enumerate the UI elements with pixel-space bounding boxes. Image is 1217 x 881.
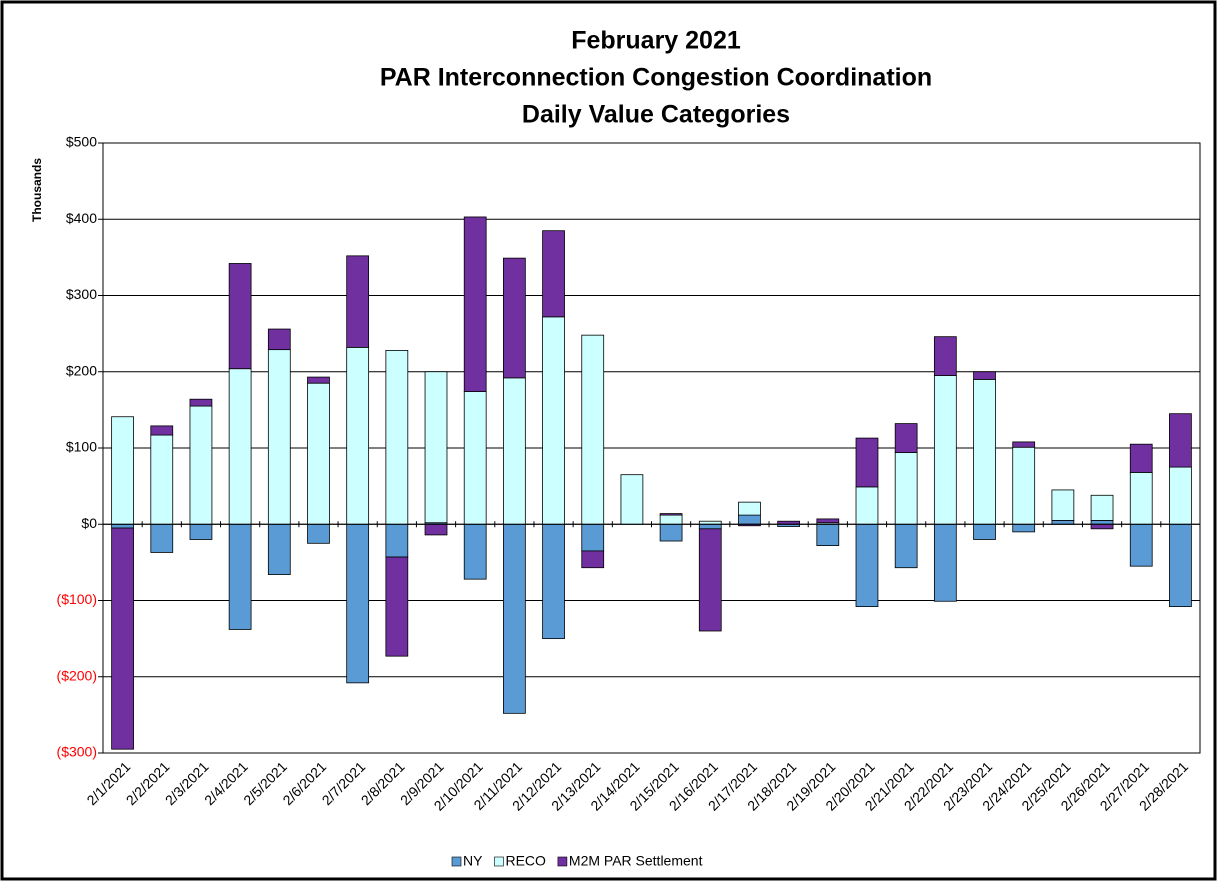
bar-segment bbox=[659, 514, 683, 525]
bar-segment bbox=[228, 368, 252, 525]
bar-segment bbox=[111, 416, 134, 525]
y-axis-label: Thousands bbox=[30, 158, 44, 222]
chart-title: February 2021 bbox=[571, 27, 741, 55]
bar-segment bbox=[424, 523, 448, 536]
bar-segment bbox=[189, 523, 213, 540]
bar-segment bbox=[150, 425, 174, 436]
bar-segment bbox=[424, 371, 448, 524]
y-tick-label: ($200) bbox=[57, 667, 97, 683]
bar-segment bbox=[307, 382, 330, 525]
bar-segment bbox=[111, 523, 134, 529]
bar-segment bbox=[463, 216, 487, 392]
bar-segment bbox=[385, 556, 409, 657]
bar-segment bbox=[228, 523, 252, 630]
bar-segment bbox=[1051, 520, 1075, 525]
bar-segment bbox=[267, 523, 291, 575]
bar-segment bbox=[973, 523, 996, 540]
bar-segment bbox=[1129, 471, 1153, 525]
bar-segment bbox=[581, 523, 605, 552]
bar-segment bbox=[581, 334, 605, 525]
bar-segment bbox=[542, 316, 565, 525]
bar-segment bbox=[267, 328, 291, 351]
bar-segment bbox=[503, 377, 526, 525]
bar-segment bbox=[385, 523, 409, 558]
bar-segment bbox=[542, 523, 565, 640]
legend-label: RECO bbox=[505, 853, 546, 869]
bar-segment bbox=[738, 514, 761, 525]
bar-segment bbox=[150, 523, 174, 553]
bar-segment bbox=[738, 501, 761, 516]
bar-segment bbox=[307, 376, 330, 384]
bar-segment bbox=[1051, 489, 1075, 521]
bar-segment bbox=[267, 349, 291, 525]
bar-segment bbox=[581, 550, 605, 569]
legend-swatch bbox=[494, 856, 504, 867]
bar-segment bbox=[1090, 494, 1114, 521]
bar-segment bbox=[189, 405, 213, 525]
y-tick-label: $500 bbox=[66, 134, 97, 150]
bar-segment bbox=[346, 346, 370, 525]
bar-segment bbox=[1090, 520, 1114, 525]
bar-segment bbox=[894, 423, 918, 453]
chart-title: PAR Interconnection Congestion Coordinat… bbox=[380, 64, 932, 92]
bar-segment bbox=[855, 437, 879, 488]
legend-label: NY bbox=[463, 853, 483, 869]
bar-segment bbox=[463, 391, 487, 525]
bar-segment bbox=[894, 523, 918, 569]
bar-segment bbox=[150, 434, 174, 525]
legend-label: M2M PAR Settlement bbox=[569, 853, 703, 869]
bar-segment bbox=[1129, 443, 1153, 473]
bar-segment bbox=[1129, 523, 1153, 567]
y-tick-label: $200 bbox=[66, 362, 97, 378]
bar-segment bbox=[933, 336, 957, 376]
bar-segment bbox=[816, 523, 840, 547]
y-tick-label: $300 bbox=[66, 286, 97, 302]
chart-title: Daily Value Categories bbox=[522, 101, 790, 129]
bar-segment bbox=[973, 371, 996, 380]
bar-segment bbox=[855, 523, 879, 607]
y-tick-label: $100 bbox=[66, 439, 97, 455]
bar-segment bbox=[973, 378, 996, 525]
bar-segment bbox=[1012, 523, 1036, 533]
bar-segment bbox=[816, 518, 840, 524]
bar-segment bbox=[542, 230, 565, 318]
bar-segment bbox=[503, 257, 526, 379]
bar-segment bbox=[385, 349, 409, 525]
y-tick-label: $400 bbox=[66, 210, 97, 226]
legend-swatch bbox=[557, 856, 568, 867]
bar-segment bbox=[503, 523, 526, 714]
bar-segment bbox=[307, 523, 330, 544]
bar-segment bbox=[189, 398, 213, 407]
y-tick-label: ($300) bbox=[57, 744, 97, 760]
bar-segment bbox=[933, 375, 957, 525]
bar-segment bbox=[659, 523, 683, 542]
bar-segment bbox=[111, 527, 134, 750]
plot-border bbox=[102, 142, 1201, 754]
bar-segment bbox=[228, 263, 252, 370]
bar-segment bbox=[463, 523, 487, 580]
y-tick-label: ($100) bbox=[57, 591, 97, 607]
bar-segment bbox=[894, 452, 918, 525]
bar-segment bbox=[698, 528, 722, 632]
bar-segment bbox=[346, 523, 370, 684]
bar-segment bbox=[346, 255, 370, 348]
bar-segment bbox=[698, 523, 722, 530]
bar-segment bbox=[933, 523, 957, 602]
y-tick-label: $0 bbox=[81, 515, 97, 531]
bar-segment bbox=[1169, 413, 1192, 468]
bar-segment bbox=[1012, 446, 1036, 525]
bar-segment bbox=[1169, 523, 1192, 607]
bar-segment bbox=[855, 486, 879, 525]
bar-segment bbox=[620, 474, 644, 525]
bar-segment bbox=[1012, 441, 1036, 448]
bar-segment bbox=[1090, 523, 1114, 530]
bar-segment bbox=[1169, 466, 1192, 525]
bar-segment bbox=[659, 513, 683, 516]
legend-swatch bbox=[451, 856, 462, 867]
